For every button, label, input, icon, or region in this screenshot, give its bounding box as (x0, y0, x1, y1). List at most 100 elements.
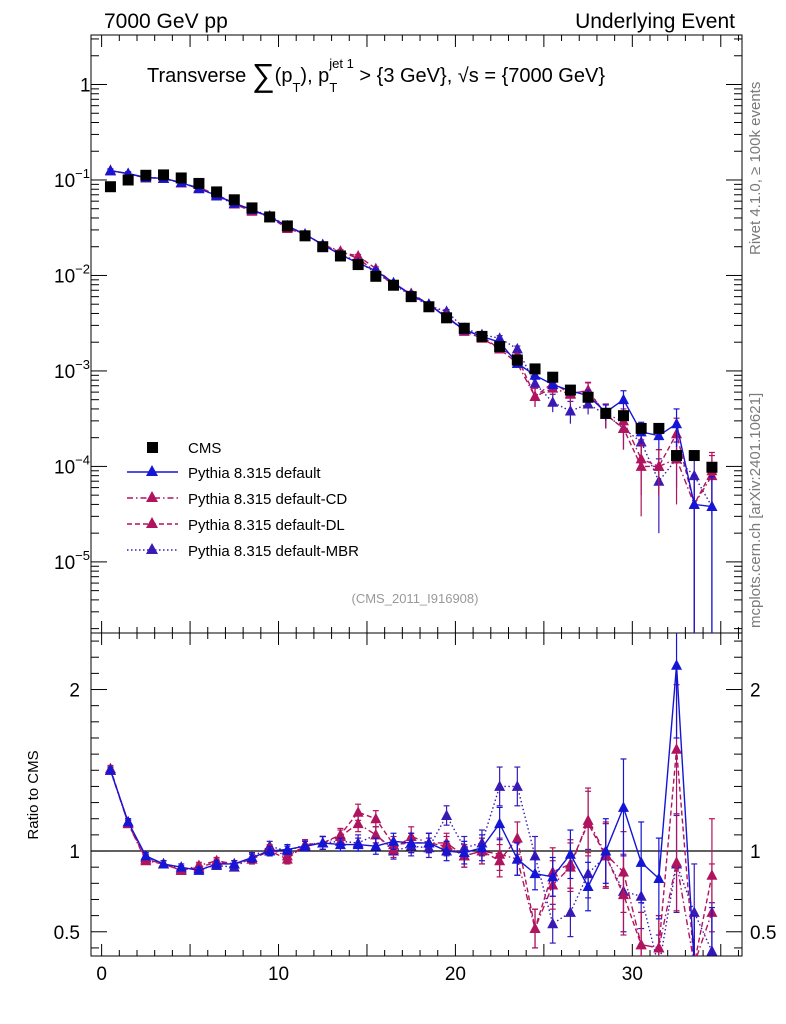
ratio-point-mbr (653, 961, 664, 972)
data-point-cms (476, 330, 488, 342)
ratio-point-cd (617, 866, 629, 877)
ratio-point-default (264, 845, 276, 856)
ratio-point-default (706, 958, 717, 969)
ratio-point-default (388, 835, 400, 846)
legend-label-default: Pythia 8.315 default (188, 465, 321, 482)
point-cd (653, 460, 665, 471)
legend-marker-cms (147, 442, 158, 453)
ratio-point-default (122, 815, 134, 827)
data-point-cms (228, 194, 240, 206)
ratio-point-dl (689, 958, 700, 969)
data-point-cms (441, 312, 453, 324)
ratio-point-default (370, 840, 382, 851)
legend-entry-cd: Pythia 8.315 default-CD (127, 491, 347, 508)
ratio-point-cd (671, 856, 683, 867)
ratio-point-default (689, 958, 700, 969)
data-point-cms (671, 450, 683, 462)
ratio-point-default (635, 856, 647, 867)
ratio-point-mbr (441, 809, 453, 820)
y-tick-label-main: 10−5 (54, 548, 90, 574)
legend-marker-dl (146, 517, 158, 528)
data-point-cms (423, 301, 435, 313)
data-point-cms (281, 220, 293, 232)
ratio-point-mbr (564, 906, 576, 917)
ratio-point-default (352, 838, 364, 850)
data-point-cms (211, 186, 223, 198)
legend-entry-default: Pythia 8.315 default (127, 465, 321, 482)
y-tick-label-main: 1 (80, 76, 91, 97)
ratio-point-cd (529, 922, 541, 934)
svg-text:Transverse ∑(pT), pTjet 1 > {3: Transverse ∑(pT), pTjet 1 > {3 GeV}, √s … (147, 56, 605, 95)
ratio-point-default (671, 659, 683, 670)
y-tick-label-main: 10−1 (54, 166, 90, 192)
data-point-cms (317, 241, 329, 253)
main-series (104, 164, 718, 633)
ratio-point-default (334, 838, 346, 850)
legend-marker-cd (146, 491, 158, 502)
ratio-point-mbr (547, 917, 559, 929)
y-tick-label-ratio: 1 (69, 842, 80, 863)
x-tick-label: 30 (622, 964, 643, 985)
data-point-cms (653, 422, 665, 434)
point-mbr (511, 342, 523, 354)
data-point-cms (617, 410, 629, 422)
ratio-point-default (423, 836, 435, 848)
point-mbr (547, 396, 559, 407)
point-cd (706, 469, 718, 481)
point-default (104, 164, 116, 176)
ratio-point-default (458, 846, 470, 858)
ratio-point-dl (671, 743, 683, 754)
ratio-point-default (299, 840, 311, 851)
legend-marker-mbr (146, 543, 158, 554)
ratio-point-mbr (494, 780, 506, 791)
ratio-point-default (158, 857, 170, 869)
point-default (688, 498, 700, 509)
legend-label-cd: Pythia 8.315 default-CD (188, 491, 347, 508)
data-point-cms (600, 407, 612, 419)
data-point-cms (175, 172, 187, 184)
ratio-point-cd (635, 938, 647, 950)
ratio-point-default (476, 841, 488, 853)
y-tick-label-main: 10−2 (54, 261, 90, 287)
ratio-point-default (104, 764, 116, 775)
data-point-cms (688, 450, 700, 462)
ratio-point-cd (352, 817, 364, 829)
point-default (671, 417, 683, 429)
ratio-point-dl (352, 806, 364, 817)
ratio-point-cd (582, 814, 594, 825)
y-tick-label-ratio: 2 (69, 681, 80, 702)
energy-label: 7000 GeV pp (104, 10, 228, 33)
point-mbr (529, 377, 541, 388)
ratio-line-cd (109, 770, 713, 956)
data-point-cms (122, 174, 134, 186)
analysis-id: (CMS_2011_I916908) (352, 591, 479, 606)
ratio-point-default (582, 880, 594, 892)
ratio-point-cd (653, 941, 665, 953)
ratio-point-cd (689, 958, 700, 969)
x-tick-label: 10 (268, 964, 289, 985)
data-point-cms (564, 384, 576, 396)
ratio-point-default (529, 867, 541, 879)
data-point-cms (706, 461, 718, 473)
ratio-point-default (441, 845, 453, 856)
ratio-point-cd (281, 849, 293, 861)
data-point-cms (494, 341, 506, 353)
axes-layer: 0 10 20 30 1 10−1 10−2 10−3 10−4 10−5 0.5 0.5 1 1 2 2 (54, 35, 776, 985)
data-point-cms (582, 391, 594, 403)
legend-label-cms: CMS (188, 440, 221, 457)
x-tick-label: 20 (445, 964, 466, 985)
ratio-ylabel: Ratio to CMS (25, 750, 42, 839)
data-point-cms (104, 181, 116, 193)
y-tick-label-ratio: 0.5 (54, 923, 80, 944)
point-default (529, 369, 541, 380)
ratio-point-default (511, 853, 523, 864)
point-default (706, 500, 718, 512)
data-point-cms (405, 291, 417, 303)
data-point-cms (458, 322, 470, 334)
series-layer (104, 164, 718, 972)
ratio-point-dl (370, 812, 382, 824)
ratio-point-default (600, 845, 612, 856)
data-point-cms (246, 202, 258, 214)
legend-label-mbr: Pythia 8.315 default-MBR (188, 543, 359, 560)
